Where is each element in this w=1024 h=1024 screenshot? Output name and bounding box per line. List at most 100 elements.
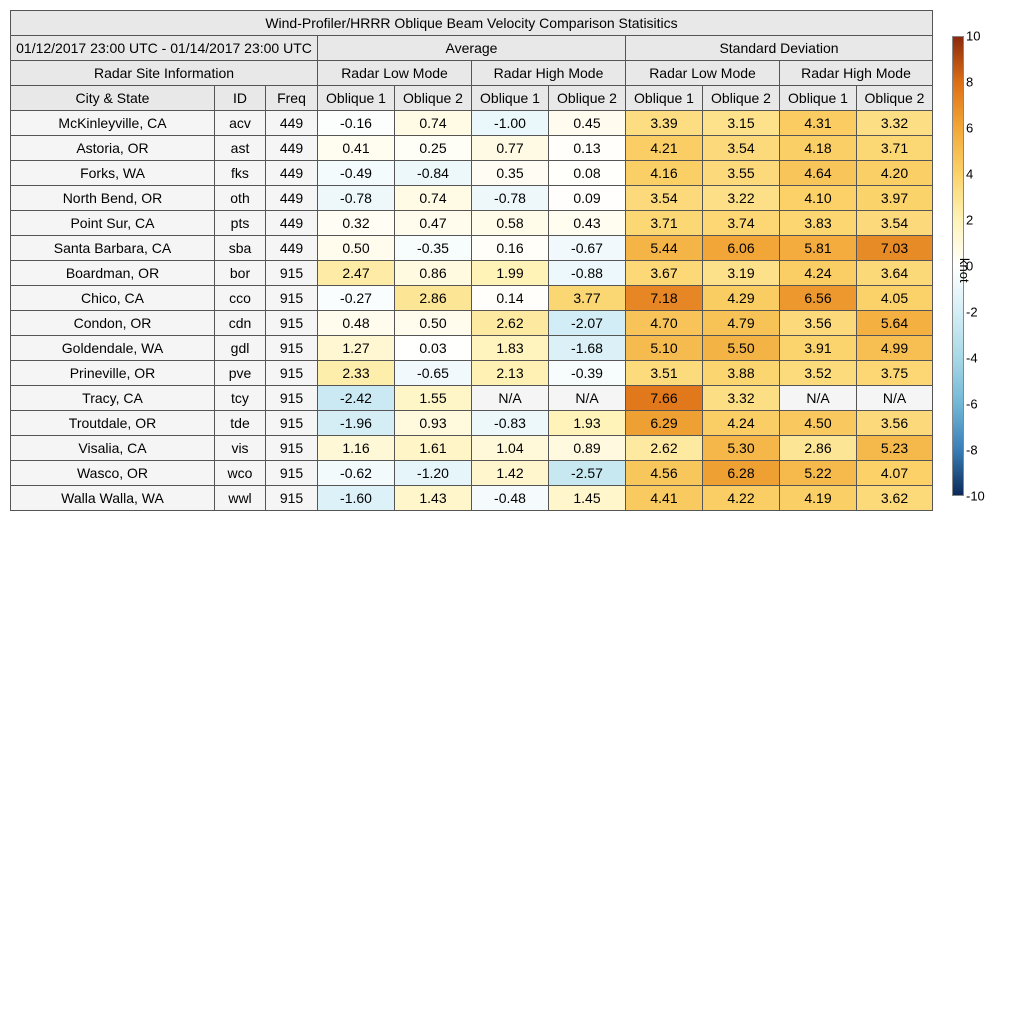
stddev-value-cell: 4.79 <box>702 310 780 336</box>
average-value-cell: -2.42 <box>317 385 395 411</box>
stddev-value-cell: 2.62 <box>625 435 703 461</box>
site-freq-cell: 915 <box>265 260 318 286</box>
average-value-cell: 0.74 <box>394 185 472 211</box>
site-freq-cell: 449 <box>265 210 318 236</box>
site-id-cell: oth <box>214 185 266 211</box>
stats-table: Wind-Profiler/HRRR Oblique Beam Velocity… <box>10 10 933 511</box>
site-city-cell: Point Sur, CA <box>10 210 215 236</box>
site-id-cell: gdl <box>214 335 266 361</box>
average-value-cell: 1.42 <box>471 460 549 486</box>
site-id-cell: cdn <box>214 310 266 336</box>
site-id-cell: wco <box>214 460 266 486</box>
stddev-value-cell: 4.10 <box>779 185 857 211</box>
average-value-cell: 0.77 <box>471 135 549 161</box>
site-city-cell: Boardman, OR <box>10 260 215 286</box>
average-value-cell: -0.65 <box>394 360 472 386</box>
stddev-value-cell: 3.54 <box>856 210 933 236</box>
site-city-cell: Visalia, CA <box>10 435 215 461</box>
column-header: Oblique 1 <box>317 85 395 111</box>
average-value-cell: -2.57 <box>548 460 626 486</box>
site-city-cell: Forks, WA <box>10 160 215 186</box>
stddev-value-cell: 5.50 <box>702 335 780 361</box>
stddev-value-cell: 3.74 <box>702 210 780 236</box>
average-value-cell: 2.62 <box>471 310 549 336</box>
column-header: Oblique 2 <box>856 85 933 111</box>
stddev-value-cell: 4.50 <box>779 410 857 436</box>
site-freq-cell: 449 <box>265 110 318 136</box>
table-row: Troutdale, OR tde 915 -1.96 0.93 -0.83 1.93 6.2… <box>10 410 933 436</box>
colorbar-tick-label: -2 <box>966 304 978 320</box>
column-header: ID <box>214 85 266 111</box>
stddev-value-cell: 6.29 <box>625 410 703 436</box>
stddev-value-cell: 4.19 <box>779 485 857 511</box>
table-row: McKinleyville, CA acv 449 -0.16 0.74 -1.00 0.4… <box>10 110 933 136</box>
average-value-cell: 0.58 <box>471 210 549 236</box>
stddev-value-cell: 4.07 <box>856 460 933 486</box>
site-freq-cell: 915 <box>265 285 318 311</box>
average-value-cell: 0.43 <box>548 210 626 236</box>
stddev-value-cell: 5.23 <box>856 435 933 461</box>
site-city-cell: North Bend, OR <box>10 185 215 211</box>
average-value-cell: 0.86 <box>394 260 472 286</box>
stddev-value-cell: 3.15 <box>702 110 780 136</box>
average-value-cell: 1.43 <box>394 485 472 511</box>
column-header: Oblique 2 <box>702 85 780 111</box>
average-value-cell: 2.47 <box>317 260 395 286</box>
site-id-cell: acv <box>214 110 266 136</box>
average-value-cell: 0.03 <box>394 335 472 361</box>
average-value-cell: N/A <box>548 385 626 411</box>
table-row: Boardman, OR bor 915 2.47 0.86 1.99 -0.88 3.67 3… <box>10 260 933 286</box>
average-value-cell: -0.78 <box>317 185 395 211</box>
site-id-cell: sba <box>214 235 266 261</box>
site-city-cell: Condon, OR <box>10 310 215 336</box>
stddev-value-cell: 3.54 <box>625 185 703 211</box>
site-id-cell: pts <box>214 210 266 236</box>
stddev-value-cell: 4.05 <box>856 285 933 311</box>
colorbar-tick-label: 8 <box>966 74 974 90</box>
table-row: Walla Walla, WA wwl 915 -1.60 1.43 -0.48 1.45 4… <box>10 485 933 511</box>
site-freq-cell: 449 <box>265 185 318 211</box>
stddev-value-cell: 4.56 <box>625 460 703 486</box>
average-value-cell: -0.88 <box>548 260 626 286</box>
table-row: Condon, OR cdn 915 0.48 0.50 2.62 -2.07 4.70 4.7… <box>10 310 933 336</box>
average-value-cell: -1.00 <box>471 110 549 136</box>
stddev-value-cell: 3.52 <box>779 360 857 386</box>
average-value-cell: -0.78 <box>471 185 549 211</box>
column-header: Oblique 2 <box>394 85 472 111</box>
average-value-cell: 0.93 <box>394 410 472 436</box>
site-city-cell: Troutdale, OR <box>10 410 215 436</box>
average-value-cell: 0.16 <box>471 235 549 261</box>
average-value-cell: 2.33 <box>317 360 395 386</box>
stddev-value-cell: N/A <box>779 385 857 411</box>
site-city-cell: Santa Barbara, CA <box>10 235 215 261</box>
stddev-value-cell: 3.88 <box>702 360 780 386</box>
average-value-cell: 0.50 <box>394 310 472 336</box>
stddev-value-cell: 4.99 <box>856 335 933 361</box>
average-value-cell: -1.60 <box>317 485 395 511</box>
site-city-cell: Astoria, OR <box>10 135 215 161</box>
site-freq-cell: 915 <box>265 385 318 411</box>
colorbar-tick-label: -8 <box>966 442 978 458</box>
table-row: Astoria, OR ast 449 0.41 0.25 0.77 0.13 4.21 3.5… <box>10 135 933 161</box>
site-city-cell: Wasco, OR <box>10 460 215 486</box>
site-id-cell: bor <box>214 260 266 286</box>
average-value-cell: 0.32 <box>317 210 395 236</box>
stddev-value-cell: 3.32 <box>702 385 780 411</box>
average-value-cell: -0.27 <box>317 285 395 311</box>
stddev-value-cell: 7.66 <box>625 385 703 411</box>
stddev-value-cell: 3.83 <box>779 210 857 236</box>
average-value-cell: 1.45 <box>548 485 626 511</box>
site-freq-cell: 915 <box>265 460 318 486</box>
stddev-value-cell: 5.10 <box>625 335 703 361</box>
stddev-value-cell: 5.30 <box>702 435 780 461</box>
average-value-cell: 0.08 <box>548 160 626 186</box>
average-value-cell: 0.09 <box>548 185 626 211</box>
site-freq-cell: 915 <box>265 435 318 461</box>
average-value-cell: 1.99 <box>471 260 549 286</box>
average-value-cell: 0.48 <box>317 310 395 336</box>
average-value-cell: -0.39 <box>548 360 626 386</box>
column-header: Oblique 1 <box>779 85 857 111</box>
table-row: Visalia, CA vis 915 1.16 1.61 1.04 0.89 2.62 5.3… <box>10 435 933 461</box>
average-value-cell: -0.16 <box>317 110 395 136</box>
table-title: Wind-Profiler/HRRR Oblique Beam Velocity… <box>10 10 933 36</box>
